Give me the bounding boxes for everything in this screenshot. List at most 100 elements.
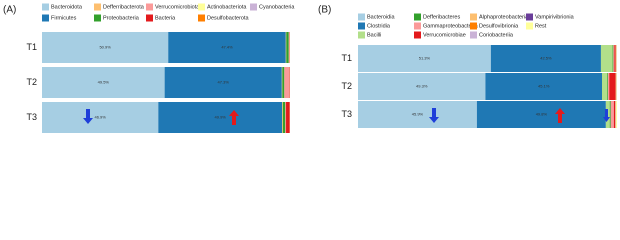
legend-label: Vampirivibrionia — [535, 14, 575, 20]
legend-label: Desulfobacterota — [207, 15, 250, 21]
legend-swatch — [94, 14, 101, 22]
bar-segment — [602, 73, 608, 100]
category-label: T3 — [26, 112, 37, 122]
bar-segment — [607, 73, 610, 100]
legend-swatch — [470, 13, 477, 21]
bar-segment — [476, 101, 606, 128]
legend-label: Rest — [535, 23, 547, 29]
bar-segment — [282, 102, 286, 133]
bar-segment — [282, 67, 285, 98]
legend-swatch — [358, 13, 365, 21]
legend-label: Bacteroidia — [367, 14, 395, 20]
legend-swatch — [358, 31, 365, 39]
legend-swatch — [526, 13, 533, 21]
down-arrow — [429, 108, 439, 123]
marks: (A) Bacteroidota Firmicutes Defferribactero… — [3, 3, 617, 133]
value-label: 42.5% — [540, 56, 552, 61]
bar-segment — [616, 101, 617, 128]
legend-label: Clostridia — [367, 23, 391, 29]
value-label: 50.9% — [99, 45, 111, 50]
panel-title: (B) — [318, 5, 331, 16]
bar-segment — [42, 102, 159, 133]
legend-label: Cyanobacteria — [259, 4, 295, 10]
bar-segment — [42, 67, 165, 98]
legend-swatch — [198, 14, 205, 22]
legend-swatch — [250, 3, 257, 11]
legend-swatch — [470, 31, 477, 39]
legend-label: Bacteroidota — [51, 4, 83, 10]
bar-segment — [358, 45, 491, 72]
legend-label: Verrucomicrobiota — [155, 4, 200, 10]
legend-label: Coriobacteriia — [479, 32, 514, 38]
bar-segment — [485, 73, 603, 100]
bar-segment — [168, 32, 286, 63]
legend-label: Proteobacteria — [103, 15, 140, 21]
legend-swatch — [94, 3, 101, 11]
category-label: T1 — [26, 42, 37, 52]
category-label: T1 — [341, 53, 352, 63]
legend-swatch — [470, 22, 477, 30]
down-arrow — [603, 109, 610, 122]
category-label: T3 — [341, 109, 352, 119]
bar-segment — [609, 101, 611, 128]
bar-segment — [607, 73, 608, 100]
bar-segment — [614, 45, 616, 72]
page: {"chart_data": [ {"type": "bar", "orient… — [3, 3, 617, 133]
bar-segment — [288, 32, 290, 63]
bar-segment — [282, 102, 283, 133]
value-label: 45.1% — [538, 84, 550, 89]
value-label: 49.3% — [416, 84, 428, 89]
value-label: 45.9% — [412, 112, 424, 117]
legend-label: Alphaproteobacteria — [479, 14, 529, 20]
bar-segment — [612, 45, 614, 72]
legend-swatch — [414, 22, 421, 30]
value-label: 49.5% — [98, 80, 110, 85]
value-label: 47.4% — [221, 45, 233, 50]
bar-segment — [613, 45, 615, 72]
legend-swatch — [414, 31, 421, 39]
category-label: T2 — [341, 81, 352, 91]
legend-label: Defferribacterota — [103, 4, 145, 10]
legend-label: Desulfovibrionia — [479, 23, 519, 29]
bar-segment — [158, 102, 283, 133]
legend-label: Bacilli — [367, 32, 381, 38]
legend-swatch — [358, 22, 365, 30]
arrows — [83, 108, 610, 125]
legend-label: Actinobacteriota — [207, 4, 247, 10]
bar-segment — [490, 45, 601, 72]
bar-segment — [600, 45, 613, 72]
value-label: 47.3% — [218, 80, 230, 85]
category-label: T2 — [26, 77, 37, 87]
down-arrow — [83, 109, 93, 124]
bar-segment — [609, 73, 616, 100]
bar-segment — [284, 67, 290, 98]
chart: (A) Bacteroidota Firmicutes Defferribactero… — [3, 3, 617, 133]
up-arrow — [555, 108, 565, 123]
legend-swatch — [526, 22, 533, 30]
bar-segment — [164, 67, 282, 98]
bar-segment — [286, 102, 290, 133]
legend-label: Firmicutes — [51, 15, 77, 21]
value-label: 51.3% — [419, 56, 431, 61]
bar-segment — [42, 32, 169, 63]
legend-swatch — [146, 14, 153, 22]
panel-title: (A) — [3, 5, 16, 16]
bar-segment — [286, 32, 289, 63]
legend-swatch — [42, 3, 49, 11]
legend-swatch — [42, 14, 49, 22]
value-label: 49.8% — [536, 112, 548, 117]
bar-segment — [613, 101, 616, 128]
value-label: 46.9% — [94, 115, 106, 120]
up-arrow — [229, 110, 239, 125]
legend-swatch — [146, 3, 153, 11]
bar-segment — [285, 102, 287, 133]
bar-segment — [358, 101, 477, 128]
legend-label: Bacteria — [155, 15, 176, 21]
value-label: 49.9% — [215, 115, 227, 120]
bar-segment — [358, 73, 486, 100]
legend-label: Defferibacteres — [423, 14, 460, 20]
legend-label: Verrucomicrobiae — [423, 32, 466, 38]
legend-swatch — [198, 3, 205, 11]
legend-swatch — [414, 13, 421, 21]
legend-label: Gammaproteobacteria — [423, 23, 479, 29]
